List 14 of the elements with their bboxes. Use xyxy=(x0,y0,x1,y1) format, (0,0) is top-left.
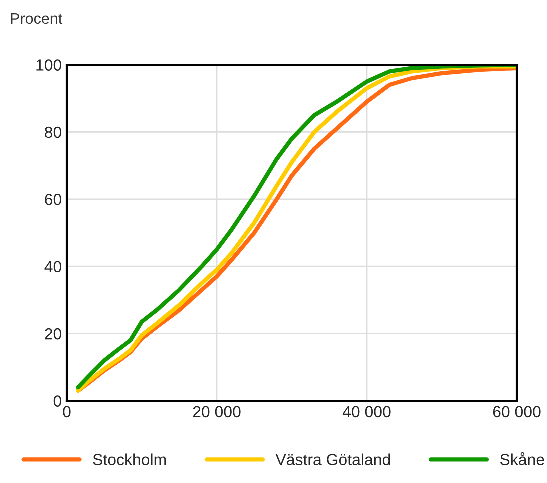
legend-label: Skåne xyxy=(500,452,544,466)
y-tick-label: 0 xyxy=(54,396,62,407)
x-tick-label: 20 000 xyxy=(193,406,241,418)
y-tick-label: 20 xyxy=(45,328,62,340)
legend-label: Västra Götaland xyxy=(276,454,390,466)
y-axis-title: Procent xyxy=(11,13,63,24)
y-tick-label: 100 xyxy=(36,60,62,71)
legend-label: Stockholm xyxy=(93,454,166,466)
y-tick-label: 60 xyxy=(45,194,62,206)
x-tick-label: 60 000 xyxy=(493,406,541,418)
y-tick-label: 80 xyxy=(45,126,62,138)
y-tick-label: 40 xyxy=(44,261,62,273)
x-tick-label: 0 xyxy=(63,406,71,418)
x-tick-label: 40 000 xyxy=(342,406,391,418)
